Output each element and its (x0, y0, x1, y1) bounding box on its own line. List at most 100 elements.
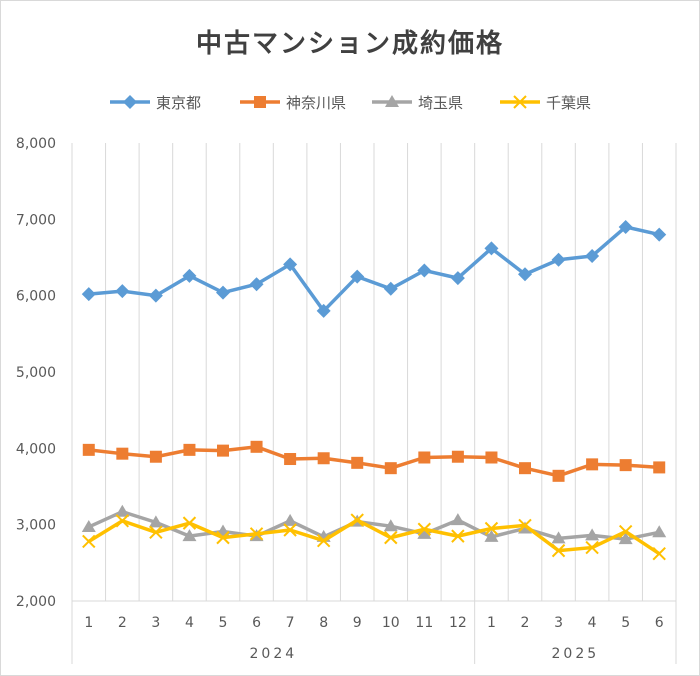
x-marker-stroke (182, 516, 197, 530)
x-marker (585, 540, 599, 555)
triangle-marker (81, 519, 96, 532)
x-tick-label: 1 (84, 615, 93, 631)
diamond-marker (115, 284, 130, 299)
x-tick-label: 9 (353, 615, 362, 631)
diamond-marker (417, 263, 432, 278)
legend-item: 千葉県 (500, 94, 591, 112)
x-marker-stroke (216, 530, 230, 545)
diamond-marker (652, 227, 667, 242)
legend-item: 東京都 (110, 94, 201, 112)
y-tick-label: 4,000 (16, 441, 56, 457)
y-tick-label: 7,000 (16, 212, 56, 228)
x-marker (249, 527, 264, 541)
series-2 (82, 440, 666, 482)
y-tick-label: 6,000 (16, 289, 56, 305)
x-tick-label: 1 (487, 615, 496, 631)
x-marker-stroke (249, 527, 264, 541)
square-marker (418, 451, 431, 464)
x-tick-label: 2 (118, 615, 127, 631)
diamond-marker (484, 241, 499, 256)
triangle-marker (450, 513, 465, 526)
chart-title: 中古マンション成約価格 (196, 28, 504, 59)
triangle-marker (385, 95, 399, 107)
triangle-marker (148, 515, 163, 528)
x-marker-stroke (115, 514, 130, 528)
triangle-marker (652, 525, 667, 538)
x-marker (149, 525, 163, 540)
diamond-marker (383, 281, 398, 296)
x-marker (484, 521, 499, 536)
x-marker (417, 522, 432, 536)
x-marker-stroke (618, 524, 633, 539)
diamond-marker (182, 268, 197, 283)
x-marker (350, 513, 364, 527)
square-marker (619, 459, 632, 472)
series-1 (81, 219, 667, 318)
diamond-marker (518, 267, 532, 282)
x-tick-label: 6 (252, 615, 261, 631)
square-marker (250, 440, 263, 453)
x-marker-stroke (149, 525, 163, 540)
x-marker-stroke (585, 540, 599, 555)
x-marker-stroke (316, 533, 331, 548)
square-marker (519, 462, 531, 475)
gridlines (71, 143, 677, 601)
x-tick-label: 12 (449, 615, 467, 631)
x-marker-stroke (551, 543, 566, 558)
square-marker (82, 443, 95, 456)
diamond-marker (81, 287, 96, 302)
diamond-marker (216, 285, 230, 300)
square-marker (254, 96, 266, 108)
square-marker (351, 456, 364, 469)
y-tick-label: 8,000 (16, 136, 56, 152)
triangle-marker (585, 528, 600, 541)
triangle-marker (283, 513, 298, 526)
diamond-marker (316, 303, 331, 318)
triangle-marker (551, 531, 566, 544)
x-tick-label: 10 (382, 615, 400, 631)
x-marker-stroke (451, 529, 465, 543)
triangle-marker (484, 529, 499, 542)
diamond-marker (148, 288, 163, 303)
year-label: 2024 (250, 646, 298, 662)
triangle-marker (115, 504, 130, 517)
legend-item: 神奈川県 (240, 94, 346, 112)
plot-area (81, 219, 667, 561)
series-line (88, 509, 660, 541)
x-marker (115, 514, 130, 528)
x-marker (451, 529, 465, 543)
triangle-marker (182, 529, 197, 542)
legend-item: 埼玉県 (372, 94, 463, 112)
x-tick-label: 2 (521, 615, 530, 631)
square-marker (586, 458, 599, 471)
x-marker (216, 530, 230, 545)
square-marker (384, 462, 397, 475)
x-marker (518, 518, 532, 533)
legend-label: 神奈川県 (286, 94, 346, 112)
diamond-marker (283, 257, 298, 272)
x-marker-stroke (283, 523, 297, 537)
square-marker (217, 444, 229, 457)
x-marker (513, 95, 527, 109)
x-marker-stroke (518, 518, 532, 533)
x-marker (652, 546, 666, 561)
y-tick-label: 3,000 (16, 518, 56, 534)
x-marker (551, 543, 566, 558)
diamond-marker (450, 271, 465, 286)
diamond-marker (350, 269, 365, 284)
triangle-marker (383, 519, 398, 532)
series-line (87, 518, 661, 556)
y-axis: 2,000 3,000 4,000 5,000 6,000 7,000 8,000 (16, 136, 56, 610)
x-tick-label: 11 (415, 615, 433, 631)
x-marker-stroke (350, 513, 364, 527)
x-marker-stroke (513, 95, 527, 109)
legend-label: 埼玉県 (418, 94, 463, 112)
square-marker (116, 447, 129, 460)
x-tick-label: 7 (286, 615, 295, 631)
square-marker (485, 451, 498, 464)
y-tick-label: 2,000 (16, 594, 56, 610)
y-tick-label: 5,000 (16, 365, 56, 381)
